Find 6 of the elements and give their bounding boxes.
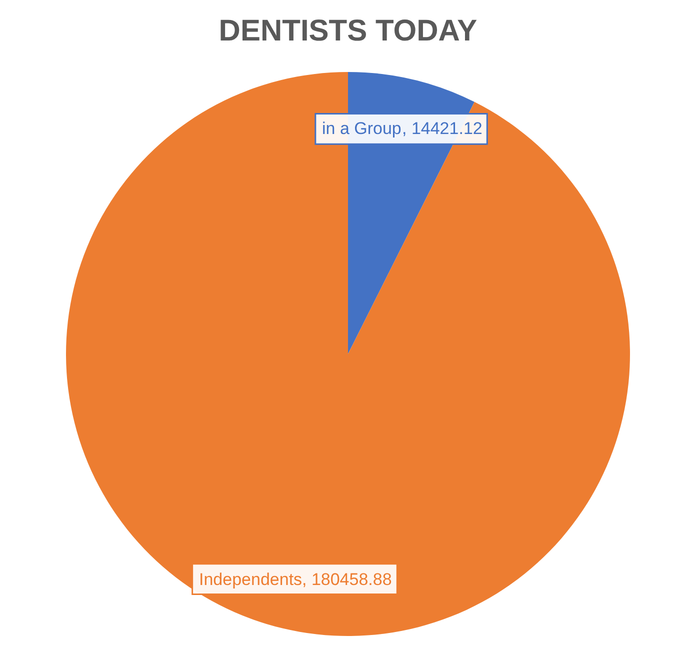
chart-title: DENTISTS TODAY	[218, 14, 478, 48]
data-label: , 180458.88	[302, 570, 392, 589]
data-label: , 14421.12	[402, 119, 482, 138]
pie-slice	[66, 72, 630, 636]
slice-label: in a Group	[322, 119, 402, 138]
slice-label: Independents	[199, 570, 302, 589]
